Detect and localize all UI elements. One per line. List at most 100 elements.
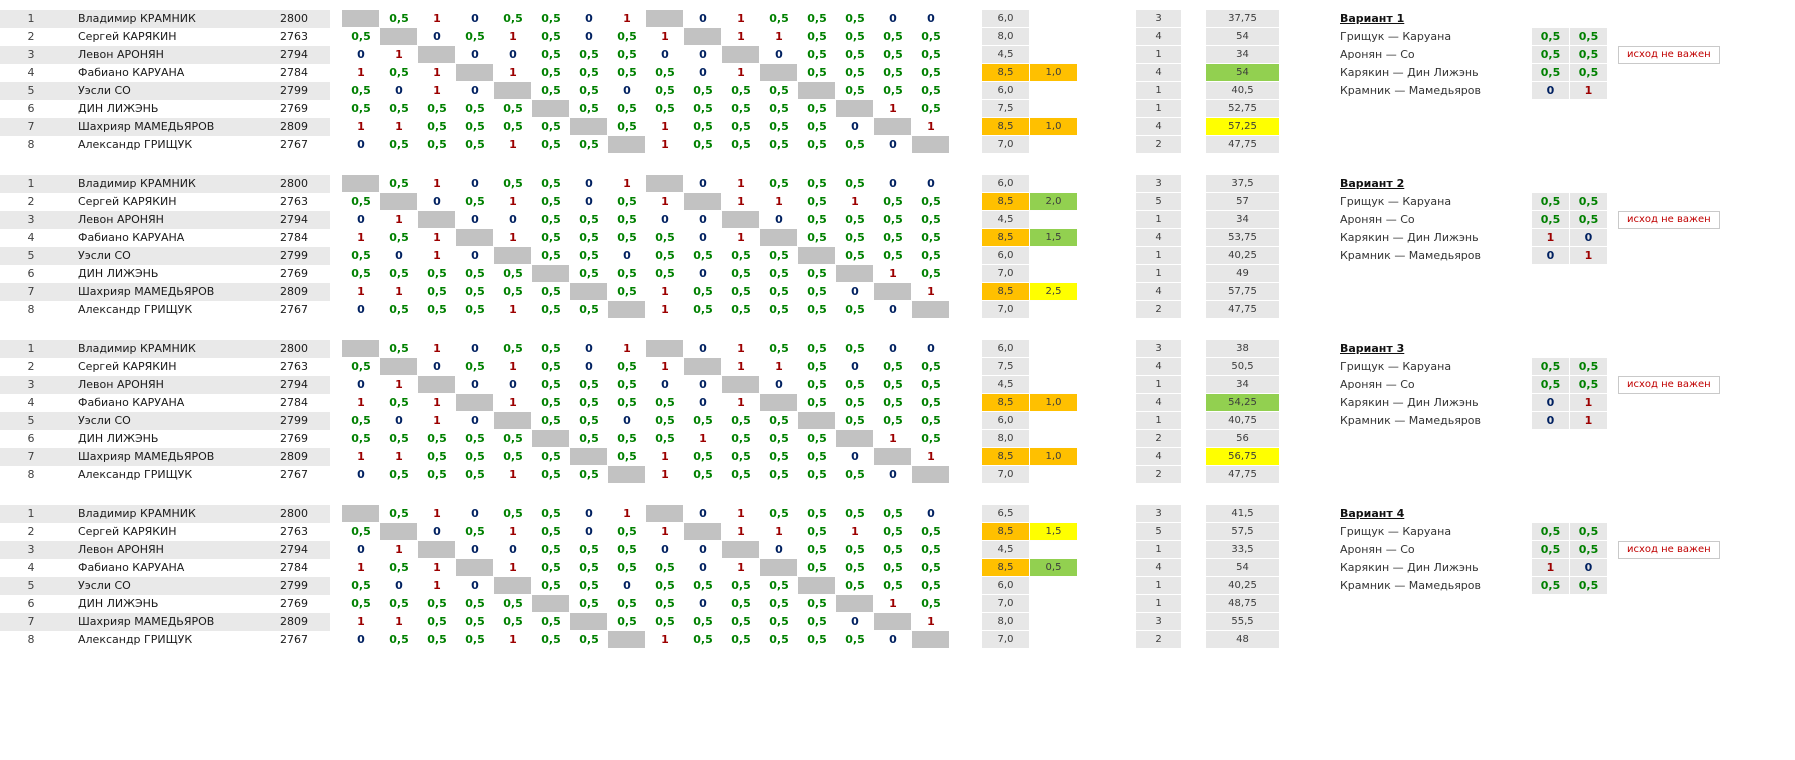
game-cell[interactable]: 0 xyxy=(661,543,669,556)
game-cell[interactable]: 0,5 xyxy=(845,12,865,25)
pairing-result-cell[interactable]: 0,5 xyxy=(1570,541,1608,559)
game-cell[interactable]: 1 xyxy=(775,30,783,43)
game-cell[interactable]: 1 xyxy=(433,579,441,592)
game-cell[interactable]: 0,5 xyxy=(693,633,713,646)
game-cell[interactable]: 0,5 xyxy=(389,267,409,280)
game-cell[interactable]: 1 xyxy=(661,303,669,316)
game-cell[interactable]: 0,5 xyxy=(807,231,827,244)
game-cell[interactable]: 0,5 xyxy=(807,507,827,520)
game-cell[interactable]: 0,5 xyxy=(579,378,599,391)
game-cell[interactable]: 0,5 xyxy=(845,378,865,391)
game-cell[interactable]: 1 xyxy=(737,30,745,43)
game-cell[interactable]: 1 xyxy=(357,120,365,133)
game-cell[interactable]: 0,5 xyxy=(617,543,637,556)
game-cell[interactable]: 1 xyxy=(775,360,783,373)
game-cell[interactable]: 0 xyxy=(471,84,479,97)
game-cell[interactable]: 0,5 xyxy=(579,543,599,556)
game-cell[interactable]: 0,5 xyxy=(845,303,865,316)
game-cell[interactable]: 0 xyxy=(585,342,593,355)
game-cell[interactable]: 0,5 xyxy=(541,231,561,244)
game-cell[interactable]: 1 xyxy=(509,231,517,244)
game-cell[interactable]: 0,5 xyxy=(465,285,485,298)
game-cell[interactable]: 1 xyxy=(433,84,441,97)
game-cell[interactable]: 1 xyxy=(851,525,859,538)
game-cell[interactable]: 0,5 xyxy=(503,597,523,610)
game-cell[interactable]: 0 xyxy=(927,507,935,520)
game-cell[interactable]: 0,5 xyxy=(693,615,713,628)
game-cell[interactable]: 1 xyxy=(433,12,441,25)
game-cell[interactable]: 0,5 xyxy=(655,396,675,409)
game-cell[interactable]: 0,5 xyxy=(617,213,637,226)
game-cell[interactable]: 0,5 xyxy=(769,342,789,355)
pairing-result-cell[interactable]: 0 xyxy=(1532,82,1570,100)
game-cell[interactable]: 0 xyxy=(661,48,669,61)
pairing-result-cell[interactable]: 0,5 xyxy=(1570,358,1608,376)
game-cell[interactable]: 0,5 xyxy=(503,615,523,628)
game-cell[interactable]: 1 xyxy=(737,507,745,520)
game-cell[interactable]: 0,5 xyxy=(921,66,941,79)
game-cell[interactable]: 0,5 xyxy=(807,360,827,373)
game-cell[interactable]: 1 xyxy=(889,102,897,115)
game-cell[interactable]: 0,5 xyxy=(617,615,637,628)
game-cell[interactable]: 1 xyxy=(737,66,745,79)
pairing-result-cell[interactable]: 0,5 xyxy=(1532,541,1570,559)
game-cell[interactable]: 0,5 xyxy=(883,249,903,262)
game-cell[interactable]: 0,5 xyxy=(807,543,827,556)
game-cell[interactable]: 0,5 xyxy=(731,597,751,610)
game-cell[interactable]: 0,5 xyxy=(503,285,523,298)
game-cell[interactable]: 0,5 xyxy=(921,48,941,61)
game-cell[interactable]: 0,5 xyxy=(579,396,599,409)
game-cell[interactable]: 0,5 xyxy=(351,525,371,538)
game-cell[interactable]: 0,5 xyxy=(465,195,485,208)
pairing-result-cell[interactable]: 0,5 xyxy=(1532,358,1570,376)
game-cell[interactable]: 0,5 xyxy=(579,84,599,97)
game-cell[interactable]: 0,5 xyxy=(503,12,523,25)
game-cell[interactable]: 0 xyxy=(357,468,365,481)
game-cell[interactable]: 0,5 xyxy=(883,561,903,574)
game-cell[interactable]: 0 xyxy=(699,267,707,280)
game-cell[interactable]: 0 xyxy=(851,450,859,463)
game-cell[interactable]: 0,5 xyxy=(579,213,599,226)
game-cell[interactable]: 0 xyxy=(889,177,897,190)
game-cell[interactable]: 0,5 xyxy=(389,432,409,445)
game-cell[interactable]: 0,5 xyxy=(883,84,903,97)
pairing-result-cell[interactable]: 0,5 xyxy=(1570,523,1608,541)
game-cell[interactable]: 1 xyxy=(357,285,365,298)
game-cell[interactable]: 0,5 xyxy=(503,177,523,190)
game-cell[interactable]: 0,5 xyxy=(693,450,713,463)
game-cell[interactable]: 0,5 xyxy=(541,507,561,520)
game-cell[interactable]: 0 xyxy=(699,66,707,79)
game-cell[interactable]: 0,5 xyxy=(617,66,637,79)
game-cell[interactable]: 0 xyxy=(509,378,517,391)
game-cell[interactable]: 1 xyxy=(509,195,517,208)
game-cell[interactable]: 0 xyxy=(889,12,897,25)
game-cell[interactable]: 0 xyxy=(585,525,593,538)
game-cell[interactable]: 1 xyxy=(433,231,441,244)
pairing-result-cell[interactable]: 0,5 xyxy=(1532,28,1570,46)
game-cell[interactable]: 1 xyxy=(889,597,897,610)
game-cell[interactable]: 0,5 xyxy=(503,450,523,463)
game-cell[interactable]: 0 xyxy=(699,507,707,520)
game-cell[interactable]: 0,5 xyxy=(845,468,865,481)
game-cell[interactable]: 0,5 xyxy=(807,66,827,79)
game-cell[interactable]: 0 xyxy=(775,48,783,61)
game-cell[interactable]: 1 xyxy=(395,48,403,61)
game-cell[interactable]: 0,5 xyxy=(921,102,941,115)
game-cell[interactable]: 0,5 xyxy=(807,213,827,226)
game-cell[interactable]: 0,5 xyxy=(845,633,865,646)
game-cell[interactable]: 0,5 xyxy=(351,102,371,115)
game-cell[interactable]: 0,5 xyxy=(921,84,941,97)
game-cell[interactable]: 0,5 xyxy=(807,615,827,628)
game-cell[interactable]: 1 xyxy=(661,138,669,151)
game-cell[interactable]: 0,5 xyxy=(921,360,941,373)
game-cell[interactable]: 0 xyxy=(623,579,631,592)
game-cell[interactable]: 0 xyxy=(775,543,783,556)
game-cell[interactable]: 0,5 xyxy=(845,138,865,151)
game-cell[interactable]: 0,5 xyxy=(883,66,903,79)
game-cell[interactable]: 0,5 xyxy=(579,561,599,574)
game-cell[interactable]: 0,5 xyxy=(541,66,561,79)
game-cell[interactable]: 0,5 xyxy=(427,267,447,280)
game-cell[interactable]: 0,5 xyxy=(465,450,485,463)
game-cell[interactable]: 0,5 xyxy=(769,450,789,463)
game-cell[interactable]: 0,5 xyxy=(579,231,599,244)
